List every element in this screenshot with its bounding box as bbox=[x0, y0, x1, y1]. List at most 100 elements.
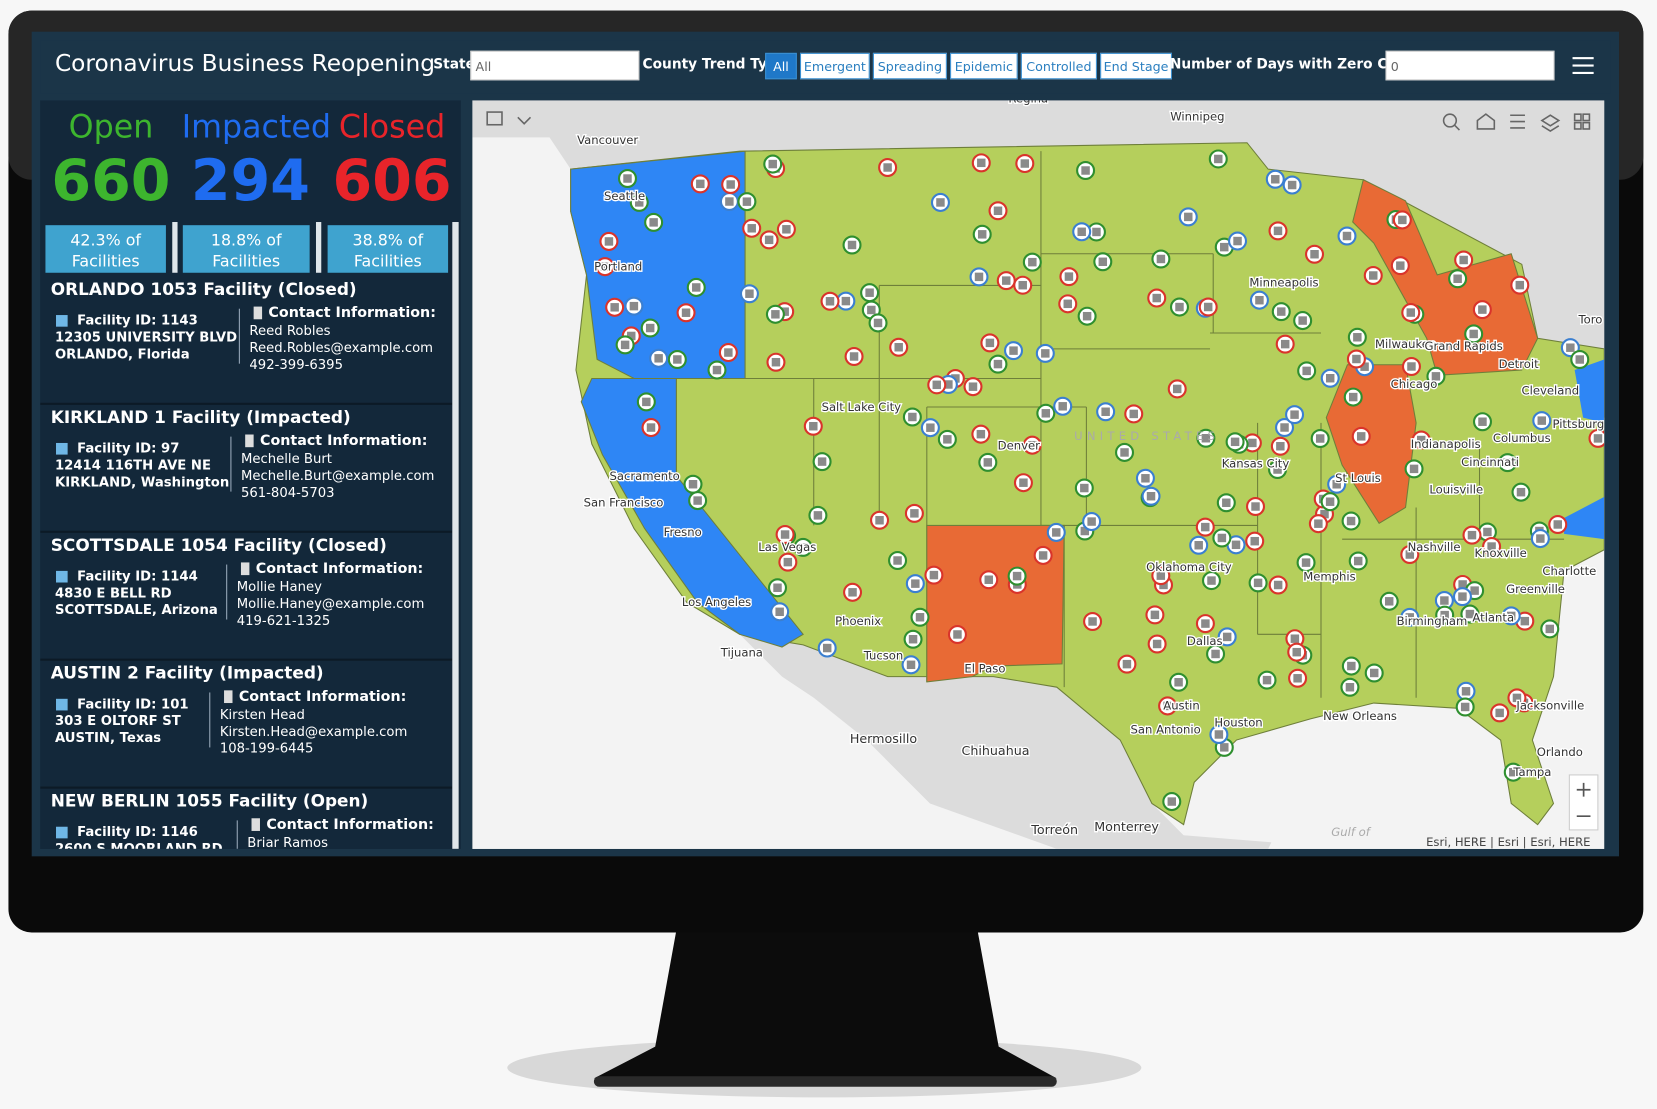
facility-marker[interactable] bbox=[686, 277, 706, 297]
facility-marker[interactable] bbox=[1490, 703, 1510, 723]
facility-marker[interactable] bbox=[1455, 697, 1475, 717]
facility-card[interactable]: ORLANDO 1053 Facility (Closed) Facility I… bbox=[40, 277, 453, 405]
facility-marker[interactable] bbox=[1390, 256, 1410, 276]
facility-marker[interactable] bbox=[1196, 428, 1216, 448]
home-icon[interactable] bbox=[1476, 113, 1496, 130]
trend-option[interactable]: End Stage bbox=[1100, 52, 1172, 80]
facility-marker[interactable] bbox=[1147, 634, 1167, 654]
facility-marker[interactable] bbox=[972, 224, 992, 244]
facility-marker[interactable] bbox=[978, 452, 998, 472]
facility-card[interactable]: KIRKLAND 1 Facility (Impacted) Facility I… bbox=[40, 405, 453, 533]
facility-marker[interactable] bbox=[707, 360, 727, 380]
facility-marker[interactable] bbox=[1077, 306, 1097, 326]
menu-icon[interactable] bbox=[1572, 55, 1598, 78]
trend-option[interactable]: Spreading bbox=[872, 52, 947, 80]
facility-marker[interactable] bbox=[1083, 611, 1103, 631]
facility-marker[interactable] bbox=[1226, 535, 1246, 555]
facility-marker[interactable] bbox=[605, 297, 625, 317]
facility-marker[interactable] bbox=[1217, 627, 1237, 647]
facility-marker[interactable] bbox=[1053, 396, 1073, 416]
facility-marker[interactable] bbox=[1351, 426, 1371, 446]
facility-marker[interactable] bbox=[1248, 573, 1268, 593]
facility-marker[interactable] bbox=[1456, 681, 1476, 701]
facility-marker[interactable] bbox=[1452, 587, 1472, 607]
state-dropdown[interactable]: All bbox=[470, 50, 640, 81]
facility-marker[interactable] bbox=[1296, 553, 1316, 573]
facility-marker[interactable] bbox=[1511, 482, 1531, 502]
facility-marker[interactable] bbox=[803, 416, 823, 436]
facility-marker[interactable] bbox=[1141, 486, 1161, 506]
facility-marker[interactable] bbox=[1435, 605, 1455, 625]
facility-marker[interactable] bbox=[1530, 529, 1550, 549]
facility-marker[interactable] bbox=[1482, 537, 1502, 557]
facility-marker[interactable] bbox=[1201, 571, 1222, 591]
legend-icon[interactable] bbox=[1510, 114, 1525, 129]
facility-marker[interactable] bbox=[903, 629, 923, 649]
facility-marker[interactable] bbox=[1145, 605, 1165, 625]
facility-marker[interactable] bbox=[860, 283, 880, 303]
facility-marker[interactable] bbox=[1195, 517, 1215, 537]
facility-marker[interactable] bbox=[980, 333, 1000, 353]
facility-marker[interactable] bbox=[1341, 656, 1361, 676]
facility-marker[interactable] bbox=[1033, 545, 1053, 565]
trend-option[interactable]: Emergent bbox=[799, 52, 870, 80]
facility-marker[interactable] bbox=[1287, 642, 1307, 662]
facility-marker[interactable] bbox=[1189, 535, 1209, 555]
facility-marker[interactable] bbox=[1364, 663, 1384, 683]
facility-marker[interactable] bbox=[1540, 619, 1560, 639]
facility-marker[interactable] bbox=[1086, 222, 1106, 242]
facility-marker[interactable] bbox=[888, 550, 908, 571]
facility-marker[interactable] bbox=[1348, 551, 1368, 571]
facility-marker[interactable] bbox=[1411, 430, 1431, 450]
facility-marker[interactable] bbox=[1271, 302, 1291, 322]
facility-marker[interactable] bbox=[1209, 724, 1229, 744]
facility-marker[interactable] bbox=[1228, 231, 1248, 251]
facility-marker[interactable] bbox=[1588, 428, 1605, 448]
facility-marker[interactable] bbox=[947, 624, 967, 644]
facility-marker[interactable] bbox=[930, 192, 950, 212]
facility-marker[interactable] bbox=[1245, 531, 1265, 551]
facility-marker[interactable] bbox=[1343, 387, 1363, 407]
facility-marker[interactable] bbox=[1293, 311, 1313, 331]
facility-marker[interactable] bbox=[1285, 629, 1305, 649]
facility-marker[interactable] bbox=[1570, 349, 1590, 370]
facility-marker[interactable] bbox=[1363, 265, 1383, 285]
facility-marker[interactable] bbox=[1460, 604, 1480, 624]
facility-marker[interactable] bbox=[1007, 566, 1027, 586]
facility-marker[interactable] bbox=[820, 291, 840, 311]
facility-marker[interactable] bbox=[644, 212, 664, 232]
facility-marker[interactable] bbox=[1257, 670, 1277, 690]
facility-marker[interactable] bbox=[688, 491, 708, 511]
facility-marker[interactable] bbox=[1093, 252, 1113, 272]
facility-marker[interactable] bbox=[1058, 294, 1078, 314]
facility-card[interactable]: AUSTIN 2 Facility (Impacted) Facility ID:… bbox=[40, 661, 453, 789]
facility-marker[interactable] bbox=[1308, 514, 1328, 534]
facility-marker[interactable] bbox=[1472, 300, 1492, 320]
trend-option[interactable]: Epidemic bbox=[950, 52, 1018, 80]
facility-marker[interactable] bbox=[719, 192, 739, 212]
facility-marker[interactable] bbox=[778, 552, 798, 572]
trend-option[interactable]: All bbox=[765, 52, 797, 80]
facility-marker[interactable] bbox=[924, 565, 944, 585]
basemap-icon[interactable] bbox=[1573, 113, 1582, 122]
facility-marker[interactable] bbox=[844, 346, 864, 367]
facility-marker[interactable] bbox=[1532, 411, 1552, 431]
facility-marker[interactable] bbox=[1167, 379, 1187, 399]
facility-marker[interactable] bbox=[971, 424, 991, 444]
facility-marker[interactable] bbox=[599, 231, 619, 251]
facility-marker[interactable] bbox=[1117, 654, 1137, 674]
facility-marker[interactable] bbox=[1462, 525, 1482, 545]
facility-marker[interactable] bbox=[636, 392, 656, 412]
facility-marker[interactable] bbox=[1225, 432, 1245, 452]
facility-marker[interactable] bbox=[1022, 252, 1042, 272]
facility-marker[interactable] bbox=[1178, 207, 1198, 227]
facility-marker[interactable] bbox=[1268, 575, 1288, 595]
facility-marker[interactable] bbox=[1195, 614, 1215, 634]
facility-marker[interactable] bbox=[1401, 356, 1421, 376]
facility-marker[interactable] bbox=[1046, 522, 1066, 542]
facility-marker[interactable] bbox=[1320, 492, 1340, 512]
facility-marker[interactable] bbox=[718, 343, 738, 363]
facility-marker[interactable] bbox=[1401, 303, 1421, 323]
facility-marker[interactable] bbox=[1392, 210, 1412, 230]
facility-marker[interactable] bbox=[1265, 169, 1285, 189]
